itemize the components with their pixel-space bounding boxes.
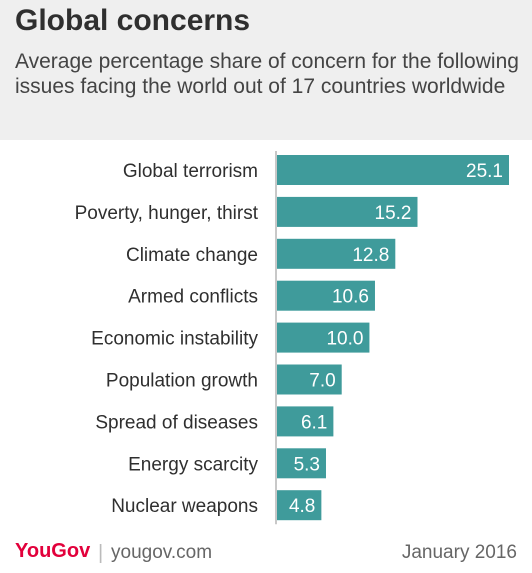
chart-subtitle: Average percentage share of concern for … (15, 50, 519, 98)
category-label: Energy scarcity (128, 454, 258, 475)
bar (277, 196, 418, 227)
value-label: 10.0 (326, 329, 363, 350)
category-label: Global terrorism (123, 161, 258, 182)
category-label: Nuclear weapons (111, 496, 258, 517)
category-label: Poverty, hunger, thirst (75, 203, 259, 224)
bar (277, 238, 396, 269)
chart-title: Global concerns (15, 4, 251, 37)
value-label: 7.0 (309, 371, 335, 392)
bar (277, 322, 370, 353)
category-label: Spread of diseases (95, 412, 258, 433)
bar (277, 406, 334, 437)
bar (277, 490, 322, 521)
footer-separator: | (98, 542, 104, 564)
bar (277, 364, 342, 395)
category-label: Population growth (106, 371, 258, 392)
bar (277, 448, 326, 479)
bar-chart: Global terrorism 25.1 Poverty, hunger, thi… (75, 151, 509, 525)
footer-date: January 2016 (401, 542, 517, 563)
category-label: Economic instability (91, 329, 258, 350)
value-label: 6.1 (301, 412, 327, 433)
value-label: 4.8 (289, 496, 315, 517)
value-label: 25.1 (466, 161, 503, 182)
chart-header: Global concerns Average percentage share… (0, 0, 532, 140)
footer-url: yougov.com (111, 542, 213, 563)
yougov-logo: YouGov (15, 540, 91, 562)
bar (277, 155, 509, 185)
value-label: 10.6 (332, 287, 369, 308)
value-label: 12.8 (352, 245, 389, 266)
category-label: Climate change (126, 245, 258, 266)
bar (277, 280, 375, 311)
value-label: 15.2 (375, 203, 412, 224)
value-label: 5.3 (294, 454, 320, 475)
category-label: Armed conflicts (128, 287, 258, 308)
